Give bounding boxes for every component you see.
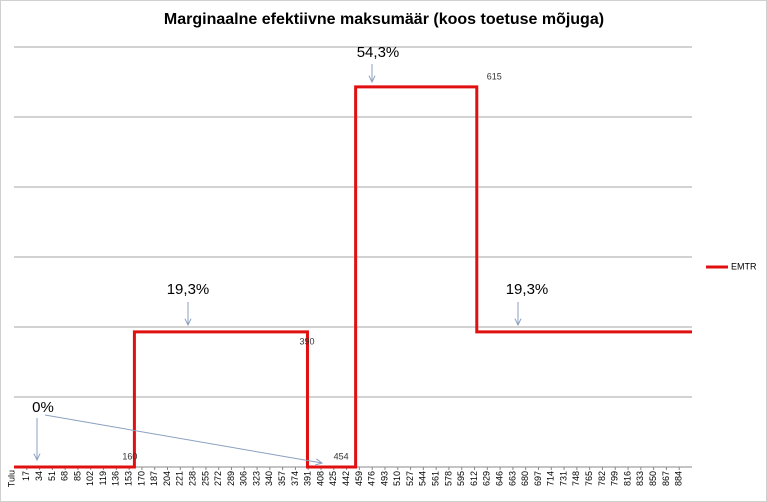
chart-title: Marginaalne efektiivne maksumäär (koos t… xyxy=(164,11,604,28)
x-tick-label: 391 xyxy=(303,471,313,486)
x-tick-label: 884 xyxy=(674,471,684,486)
annotation: 54,3% xyxy=(357,44,400,61)
x-tick-label: 629 xyxy=(482,471,492,486)
x-tick-label: 85 xyxy=(72,471,82,481)
x-tick-label: 612 xyxy=(469,471,479,486)
x-tick-label: 714 xyxy=(546,471,556,486)
x-axis-label: Tulu xyxy=(6,470,16,487)
x-tick-label: 102 xyxy=(85,471,95,486)
x-tick-label: 34 xyxy=(34,471,44,481)
arrow xyxy=(44,414,323,464)
x-tick-label: 799 xyxy=(610,471,620,486)
x-tick-label: 544 xyxy=(418,471,428,486)
series-line xyxy=(14,85,692,469)
x-tick-label: 340 xyxy=(264,471,274,486)
x-tick-label: 136 xyxy=(111,471,121,486)
x-tick-label: 663 xyxy=(507,471,517,486)
x-tick-label: 646 xyxy=(494,471,504,486)
x-tick-label: 561 xyxy=(431,471,441,486)
x-tick-label: 425 xyxy=(328,471,338,486)
x-tick-label: 170 xyxy=(136,471,146,486)
x-tick-label: 442 xyxy=(341,471,351,486)
annotation: 19,3% xyxy=(167,281,210,298)
x-tick-label: 204 xyxy=(162,471,172,486)
x-tick-label: 765 xyxy=(584,471,594,486)
x-tick-label: 816 xyxy=(622,471,632,486)
annotation: 19,3% xyxy=(506,281,549,298)
x-tick-label: 527 xyxy=(405,471,415,486)
x-tick-label: 357 xyxy=(277,471,287,486)
x-tick-label: 731 xyxy=(558,471,568,486)
x-tick-label: 323 xyxy=(251,471,261,486)
arrow-head xyxy=(514,318,522,327)
x-tick-label: 850 xyxy=(648,471,658,486)
point-label: 390 xyxy=(299,336,314,346)
arrow-head xyxy=(33,453,41,462)
x-tick-label: 238 xyxy=(187,471,197,486)
x-tick-label: 221 xyxy=(175,471,185,486)
x-tick-label: 68 xyxy=(60,471,70,481)
x-tick-label: 17 xyxy=(21,471,31,481)
x-tick-label: 595 xyxy=(456,471,466,486)
x-tick-label: 272 xyxy=(213,471,223,486)
x-tick-label: 510 xyxy=(392,471,402,486)
x-tick-label: 748 xyxy=(571,471,581,486)
legend-label: EMTR xyxy=(731,261,757,271)
x-tick-label: 493 xyxy=(379,471,389,486)
x-tick-label: 289 xyxy=(226,471,236,486)
x-tick-label: 153 xyxy=(124,471,134,486)
arrow-head xyxy=(315,458,324,466)
x-tick-label: 374 xyxy=(290,471,300,486)
x-tick-label: 119 xyxy=(98,471,108,485)
x-tick-label: 833 xyxy=(635,471,645,486)
x-tick-label: 867 xyxy=(661,471,671,486)
point-label: 615 xyxy=(487,71,502,81)
x-tick-label: 51 xyxy=(47,471,57,481)
x-tick-label: 697 xyxy=(533,471,543,486)
point-label: 454 xyxy=(334,451,349,461)
x-tick-label: 578 xyxy=(443,471,453,486)
x-tick-label: 408 xyxy=(315,471,325,486)
x-tick-label: 476 xyxy=(367,471,377,486)
arrow-head xyxy=(368,75,376,84)
x-tick-label: 187 xyxy=(149,471,159,486)
annotation: 0% xyxy=(32,399,54,416)
x-tick-label: 306 xyxy=(239,471,249,486)
arrow-head xyxy=(184,318,192,327)
x-tick-label: 782 xyxy=(597,471,607,486)
point-label: 160 xyxy=(122,451,137,461)
x-tick-label: 680 xyxy=(520,471,530,486)
x-tick-label: 459 xyxy=(354,471,364,486)
x-tick-label: 255 xyxy=(200,471,210,486)
